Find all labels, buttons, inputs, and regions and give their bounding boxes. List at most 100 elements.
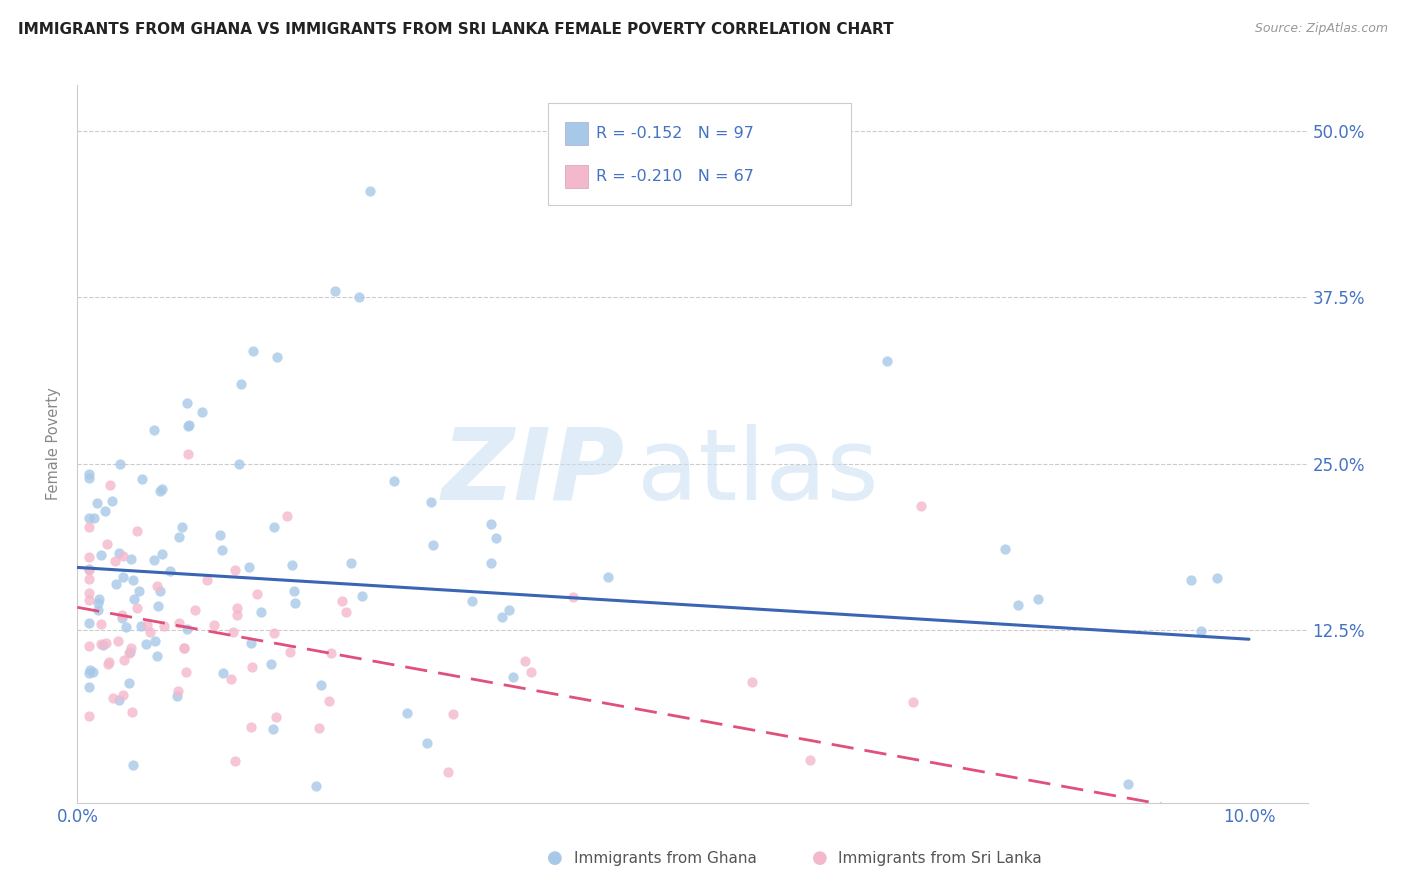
Point bbox=[77, 562, 100, 576]
Point bbox=[150, 547, 173, 561]
Point bbox=[120, 640, 142, 655]
Point bbox=[266, 351, 288, 365]
Point bbox=[211, 665, 233, 680]
Text: R = -0.152   N = 97: R = -0.152 N = 97 bbox=[596, 126, 754, 141]
Point bbox=[82, 665, 104, 679]
Point bbox=[77, 593, 100, 607]
Point bbox=[143, 423, 166, 437]
Point bbox=[422, 537, 444, 551]
Point bbox=[135, 637, 157, 651]
Point bbox=[108, 457, 131, 471]
Y-axis label: Female Poverty: Female Poverty bbox=[46, 387, 62, 500]
Point bbox=[419, 494, 441, 508]
Point bbox=[89, 592, 111, 607]
Point bbox=[222, 625, 245, 640]
Point bbox=[77, 549, 100, 564]
Point bbox=[1116, 777, 1139, 791]
Point bbox=[238, 560, 260, 574]
Point bbox=[89, 548, 111, 562]
Point bbox=[112, 653, 135, 667]
Point bbox=[323, 284, 346, 298]
Point bbox=[211, 542, 233, 557]
Point bbox=[97, 657, 120, 671]
Point bbox=[77, 639, 100, 653]
Point bbox=[224, 754, 246, 768]
Text: Immigrants from Ghana: Immigrants from Ghana bbox=[574, 851, 756, 865]
Text: R = -0.210   N = 67: R = -0.210 N = 67 bbox=[596, 169, 754, 184]
Point bbox=[131, 472, 153, 486]
Point bbox=[176, 623, 198, 637]
Point bbox=[118, 647, 141, 661]
Point bbox=[77, 471, 100, 485]
Point bbox=[93, 638, 115, 652]
Point bbox=[191, 405, 214, 419]
Point bbox=[910, 499, 932, 513]
Point bbox=[1007, 598, 1029, 612]
Point bbox=[283, 583, 305, 598]
Point bbox=[77, 666, 100, 681]
Point bbox=[96, 636, 118, 650]
Point bbox=[77, 520, 100, 534]
Point bbox=[262, 722, 284, 736]
Point bbox=[224, 563, 246, 577]
Point bbox=[1189, 624, 1212, 639]
Point bbox=[111, 608, 134, 623]
Point bbox=[225, 607, 247, 622]
Point bbox=[264, 710, 287, 724]
Point bbox=[318, 694, 340, 708]
Point bbox=[502, 670, 524, 684]
Point bbox=[177, 418, 200, 433]
Point bbox=[111, 689, 134, 703]
Point bbox=[107, 693, 129, 707]
Point bbox=[77, 586, 100, 600]
Point bbox=[128, 583, 150, 598]
Point bbox=[115, 620, 138, 634]
Point bbox=[173, 641, 195, 656]
Point bbox=[240, 659, 263, 673]
Point bbox=[416, 736, 439, 750]
Point bbox=[340, 556, 363, 570]
Point bbox=[498, 603, 520, 617]
Point bbox=[284, 596, 307, 610]
Text: Immigrants from Sri Lanka: Immigrants from Sri Lanka bbox=[838, 851, 1042, 865]
Point bbox=[1180, 574, 1202, 588]
Point bbox=[491, 610, 513, 624]
Point bbox=[177, 447, 200, 461]
Point bbox=[121, 705, 143, 719]
Point bbox=[138, 625, 160, 640]
Point bbox=[90, 637, 112, 651]
Point bbox=[263, 520, 285, 534]
Point bbox=[77, 510, 100, 524]
Point bbox=[79, 563, 101, 577]
Point bbox=[104, 577, 127, 591]
Point bbox=[1028, 592, 1050, 607]
Point bbox=[111, 569, 134, 583]
Point bbox=[485, 531, 508, 545]
Point bbox=[143, 552, 166, 566]
Point bbox=[136, 617, 159, 632]
Point bbox=[104, 554, 127, 568]
Point bbox=[77, 467, 100, 482]
Point bbox=[240, 636, 263, 650]
Point bbox=[149, 583, 172, 598]
Point bbox=[309, 678, 332, 692]
Point bbox=[108, 546, 131, 560]
Point bbox=[77, 616, 100, 631]
Point bbox=[86, 603, 108, 617]
Point bbox=[86, 496, 108, 510]
Point bbox=[125, 524, 148, 538]
Point bbox=[281, 558, 304, 572]
Point bbox=[347, 291, 370, 305]
Point bbox=[305, 779, 328, 793]
Point bbox=[90, 617, 112, 632]
Point bbox=[335, 605, 357, 619]
Point bbox=[146, 599, 169, 613]
Point bbox=[993, 542, 1015, 557]
Point bbox=[112, 549, 135, 563]
Point bbox=[799, 753, 821, 767]
Point bbox=[146, 649, 169, 664]
Point bbox=[79, 663, 101, 677]
Point bbox=[321, 646, 343, 660]
Point bbox=[93, 504, 115, 518]
Point bbox=[118, 645, 141, 659]
